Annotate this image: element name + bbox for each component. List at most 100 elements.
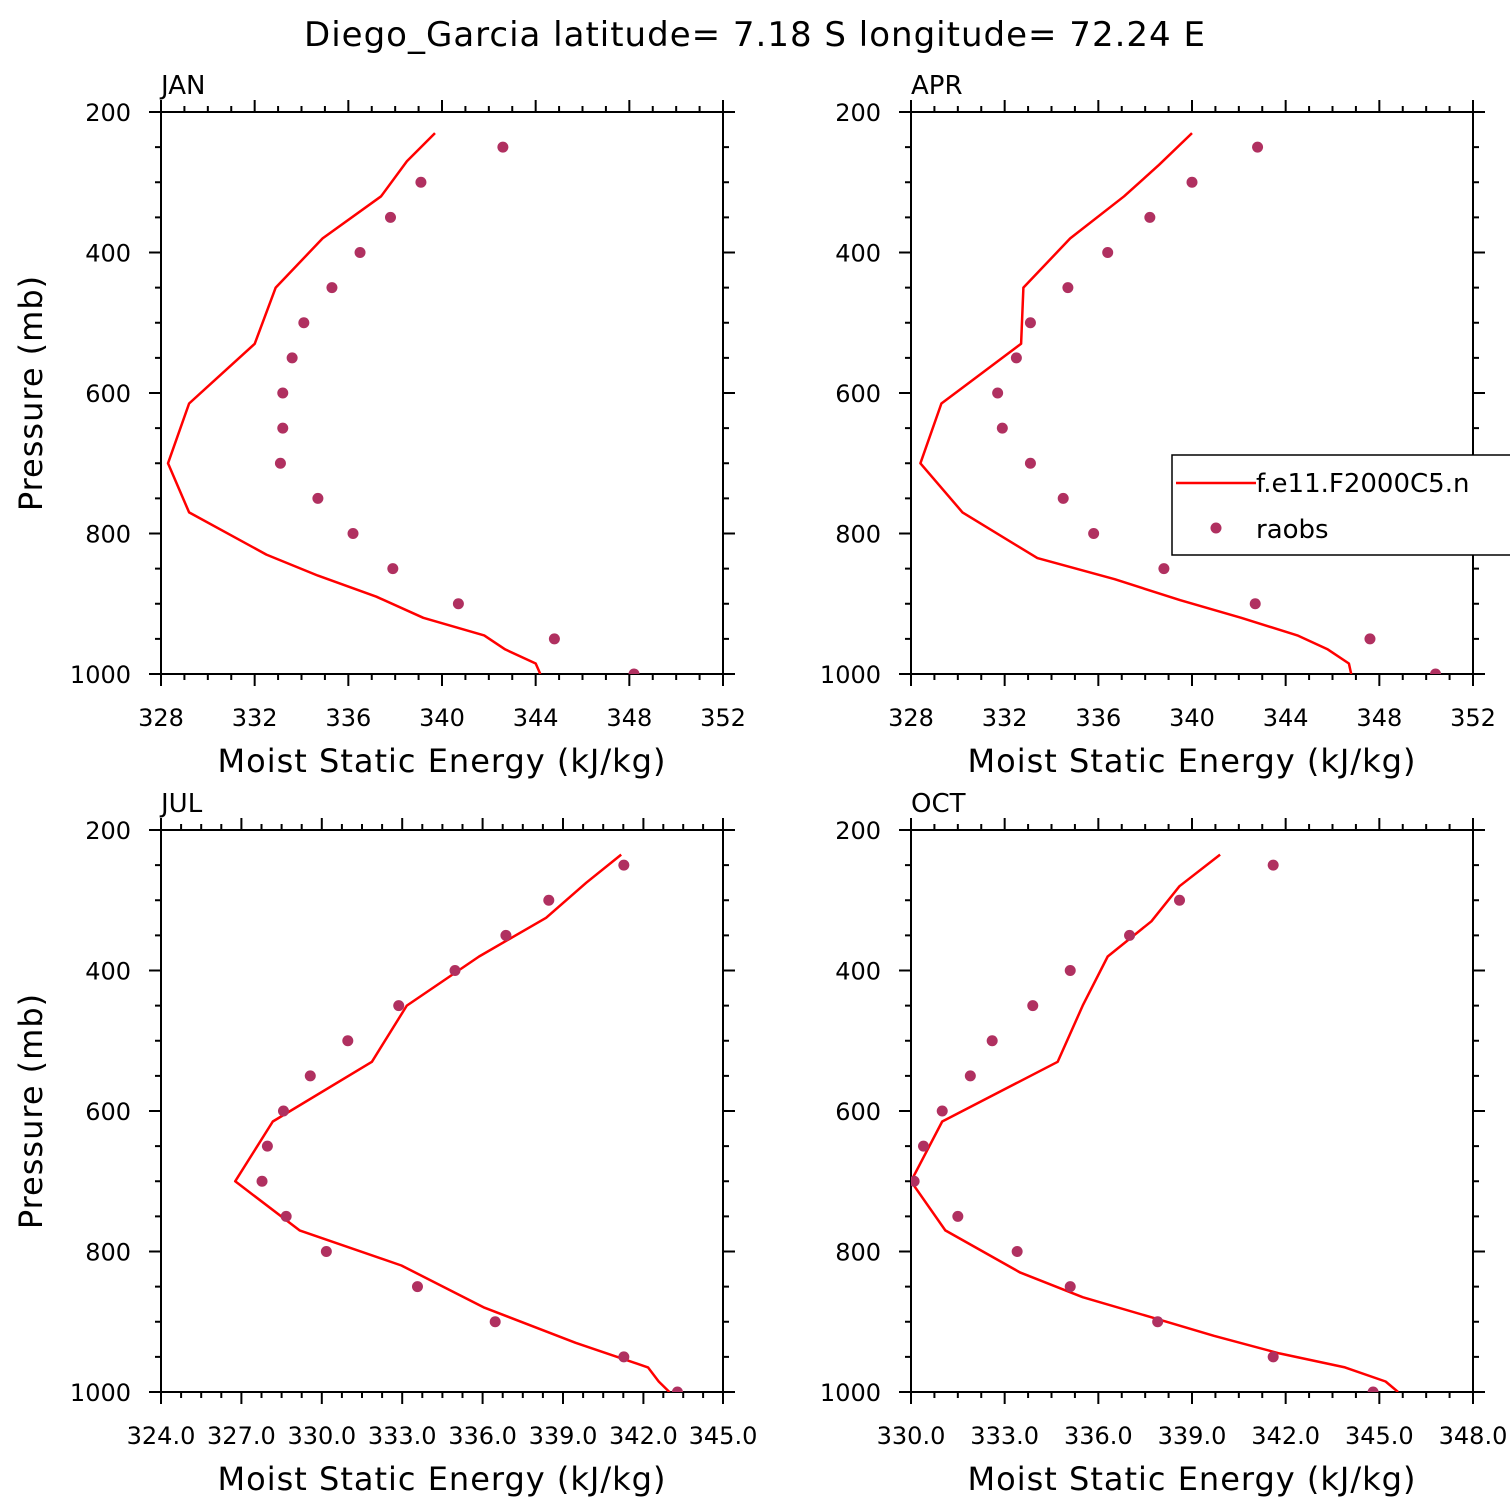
- x-tick-label: 348: [1356, 704, 1402, 732]
- x-tick-label: 332: [982, 704, 1028, 732]
- raobs-point: [1249, 598, 1261, 610]
- x-tick-label: 342.0: [1251, 1422, 1320, 1450]
- raobs-point: [1158, 563, 1170, 575]
- x-axis-label: Moist Static Energy (kJ/kg): [218, 1460, 667, 1498]
- x-tick-label: 330.0: [287, 1422, 356, 1450]
- raobs-point: [1144, 211, 1156, 223]
- raobs-point: [277, 422, 289, 434]
- panels: 328 332 336 340 344 348 352 200 400 600 800 1000 JAN…: [12, 71, 1510, 1498]
- panel-label: JAN: [159, 71, 205, 101]
- model-series-line: [911, 853, 1399, 1392]
- x-tick-label: 333.0: [970, 1422, 1039, 1450]
- model-series-line: [166, 132, 542, 674]
- x-tick-label: 340: [419, 704, 465, 732]
- y-axis-label: Pressure (mb): [12, 993, 50, 1229]
- y-tick-label: 1000: [820, 1379, 881, 1407]
- raobs-point: [911, 1175, 920, 1187]
- raobs-point: [936, 1105, 948, 1117]
- raobs-point: [1088, 528, 1100, 539]
- panel-label: OCT: [911, 789, 966, 819]
- raobs-point: [326, 282, 338, 294]
- raobs-point: [497, 141, 509, 153]
- raobs-point: [256, 1175, 268, 1187]
- raobs-point: [1102, 247, 1114, 258]
- raobs-point: [671, 1386, 683, 1392]
- raobs-point: [1124, 929, 1136, 941]
- raobs-point: [1062, 282, 1074, 294]
- legend-label-raobs: raobs: [1256, 515, 1329, 545]
- raobs-point: [384, 211, 396, 223]
- raobs-point: [277, 1105, 289, 1117]
- plot-area: [233, 853, 683, 1392]
- raobs-point: [312, 492, 324, 504]
- raobs-point: [1152, 1316, 1164, 1328]
- raobs-point: [304, 1070, 316, 1082]
- raobs-point: [342, 1035, 354, 1047]
- raobs-point: [628, 668, 640, 674]
- y-tick-label: 600: [85, 380, 131, 408]
- x-axis-label: Moist Static Energy (kJ/kg): [968, 742, 1417, 780]
- y-tick-label: 1000: [70, 1379, 131, 1407]
- legend-box: [1171, 454, 1510, 556]
- raobs-point: [274, 457, 286, 469]
- model-series-line: [233, 853, 671, 1392]
- y-tick-label: 800: [85, 1239, 131, 1267]
- raobs-point: [1024, 457, 1036, 469]
- y-axis-label: Pressure (mb): [12, 275, 50, 511]
- x-tick-label: 344: [513, 704, 559, 732]
- x-tick-label: 344: [1263, 704, 1309, 732]
- x-tick-label: 333.0: [368, 1422, 437, 1450]
- raobs-point: [992, 387, 1004, 399]
- raobs-point: [1267, 859, 1279, 871]
- x-tick-label: 339.0: [529, 1422, 598, 1450]
- raobs-point: [996, 422, 1008, 434]
- x-tick-label: 348: [606, 704, 652, 732]
- plot-frame: [910, 829, 1474, 1393]
- plot-frame: [160, 111, 724, 675]
- plot-area: [166, 132, 640, 674]
- raobs-point: [952, 1210, 964, 1222]
- x-tick-label: 336: [1075, 704, 1121, 732]
- raobs-point: [489, 1316, 501, 1328]
- raobs-point: [618, 859, 630, 871]
- plot-frame: [160, 829, 724, 1393]
- raobs-point: [548, 633, 560, 645]
- raobs-point: [1024, 317, 1036, 329]
- x-tick-label: 328: [888, 704, 934, 732]
- raobs-point: [387, 563, 399, 575]
- raobs-point: [1186, 176, 1198, 188]
- model-series-line: [919, 132, 1353, 674]
- x-axis-label: Moist Static Energy (kJ/kg): [968, 1460, 1417, 1498]
- y-tick-label: 600: [835, 1098, 881, 1126]
- x-tick-label: 340: [1169, 704, 1215, 732]
- raobs-point: [917, 1140, 929, 1152]
- raobs-point: [1174, 894, 1186, 906]
- raobs-point: [1267, 1351, 1279, 1363]
- figure-title: Diego_Garcia latitude= 7.18 S longitude=…: [304, 15, 1206, 55]
- panel-apr: 328 332 336 340 344 348 352 200 400 600 800 1000 APR…: [820, 71, 1510, 780]
- x-tick-label: 352: [1450, 704, 1496, 732]
- raobs-point: [393, 1000, 405, 1012]
- x-tick-label: 336.0: [448, 1422, 517, 1450]
- legend-label-model: f.e11.F2000C5.n: [1256, 469, 1469, 499]
- y-tick-label: 200: [835, 817, 881, 845]
- raobs-point: [1011, 1246, 1023, 1257]
- raobs-point: [1027, 1000, 1039, 1012]
- raobs-point: [411, 1281, 423, 1293]
- raobs-point: [964, 1070, 976, 1082]
- y-tick-label: 200: [85, 99, 131, 127]
- y-tick-label: 800: [85, 521, 131, 549]
- x-tick-label: 328: [138, 704, 184, 732]
- x-tick-label: 348.0: [1439, 1422, 1508, 1450]
- panel-oct: 330.0 333.0 336.0 339.0 342.0 345.0 348.0 200 40…: [820, 789, 1507, 1498]
- raobs-point: [452, 598, 464, 610]
- plot-area: [919, 132, 1442, 674]
- x-axis-label: Moist Static Energy (kJ/kg): [218, 742, 667, 780]
- raobs-point: [1010, 352, 1022, 364]
- raobs-point: [261, 1140, 273, 1152]
- x-tick-label: 345.0: [689, 1422, 758, 1450]
- y-tick-label: 400: [85, 958, 131, 986]
- raobs-point: [449, 965, 461, 976]
- raobs-point: [1430, 668, 1442, 674]
